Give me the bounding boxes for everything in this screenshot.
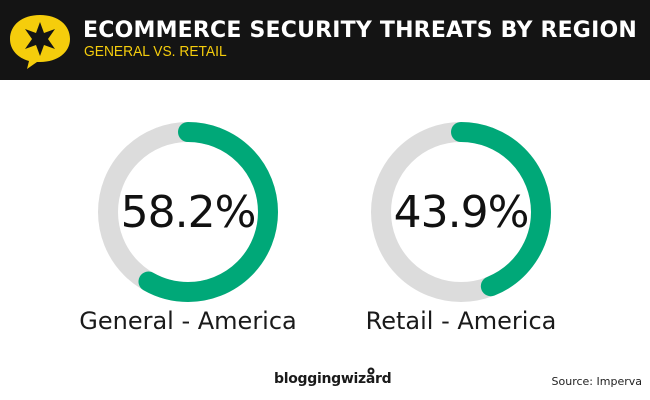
- speech-bubble-star-icon: [10, 15, 70, 69]
- brand-logo-text: bloggingwizard: [274, 371, 392, 387]
- donut-label-retail: Retail - America: [365, 307, 557, 335]
- donut-arc: [98, 122, 278, 302]
- donut-label-general: General - America: [79, 307, 297, 335]
- source-credit: Source: Imperva: [551, 375, 642, 388]
- donut-ring: [98, 122, 278, 302]
- donut-value: 43.9%: [393, 186, 530, 238]
- brand-mark-icon: [367, 367, 375, 375]
- donut-ring: [371, 122, 551, 302]
- page-subtitle: GENERAL VS. RETAIL: [84, 43, 227, 60]
- header-banner: ECOMMERCE SECURITY THREATS BY REGION GEN…: [0, 0, 650, 80]
- page-title: ECOMMERCE SECURITY THREATS BY REGION: [83, 18, 637, 43]
- donut-value: 58.2%: [120, 186, 257, 238]
- donut-chart-general: 58.2%: [97, 121, 279, 303]
- donut-arc: [371, 122, 551, 302]
- donut-chart-retail: 43.9%: [370, 121, 552, 303]
